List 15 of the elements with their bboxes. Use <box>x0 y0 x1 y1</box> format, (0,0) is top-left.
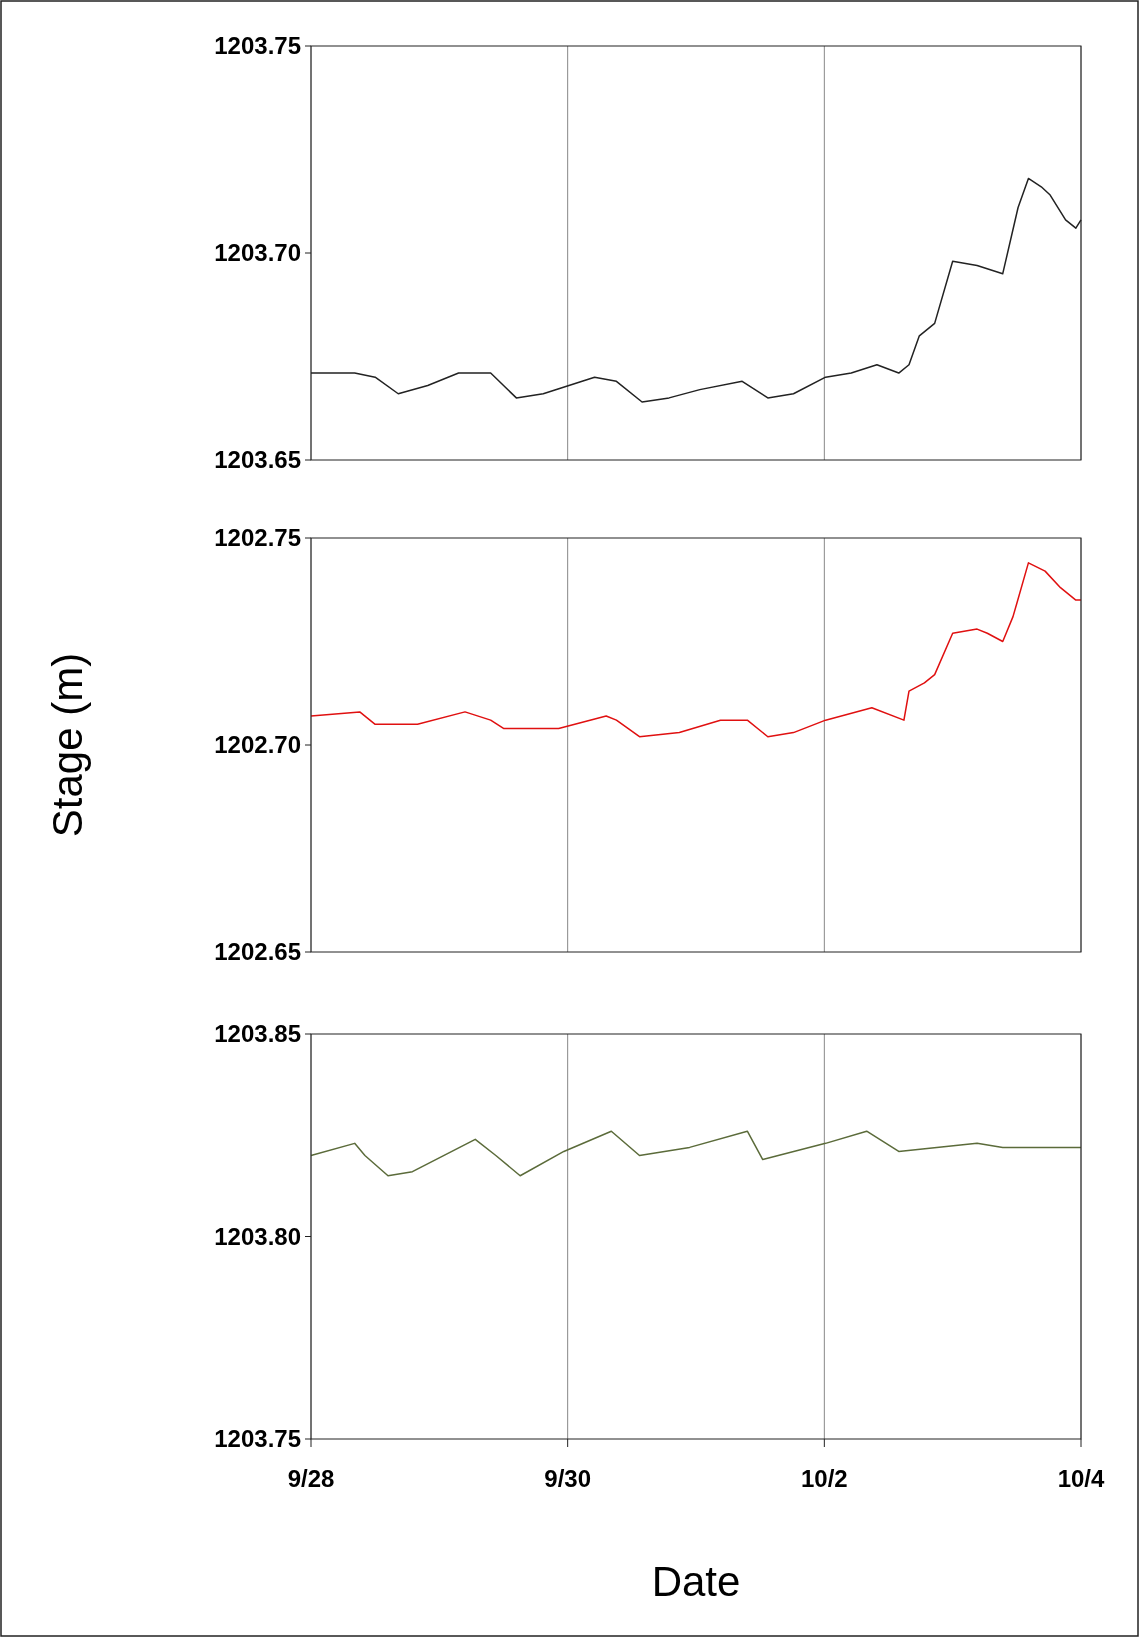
y-tick-label: 1202.65 <box>214 938 301 966</box>
y-axis-title: Stage (m) <box>44 652 91 838</box>
y-tick-label: 1203.70 <box>214 239 301 267</box>
y-tick-label: 1203.80 <box>214 1222 301 1250</box>
y-tick-label: 1203.75 <box>214 1425 301 1453</box>
x-tick-label: 9/28 <box>287 1465 335 1492</box>
x-tick-label: 10/2 <box>800 1465 848 1492</box>
x-tick-label: 10/4 <box>1057 1465 1105 1492</box>
y-tick-label: 1203.65 <box>214 446 301 474</box>
y-tick-label: 1203.85 <box>214 1020 301 1048</box>
y-tick-label: 1202.70 <box>214 731 301 759</box>
x-tick-label: 9/30 <box>544 1465 592 1492</box>
y-tick-label: 1203.75 <box>214 32 301 60</box>
y-tick-label: 1202.75 <box>214 524 301 552</box>
x-axis-title: Date <box>651 1558 741 1605</box>
